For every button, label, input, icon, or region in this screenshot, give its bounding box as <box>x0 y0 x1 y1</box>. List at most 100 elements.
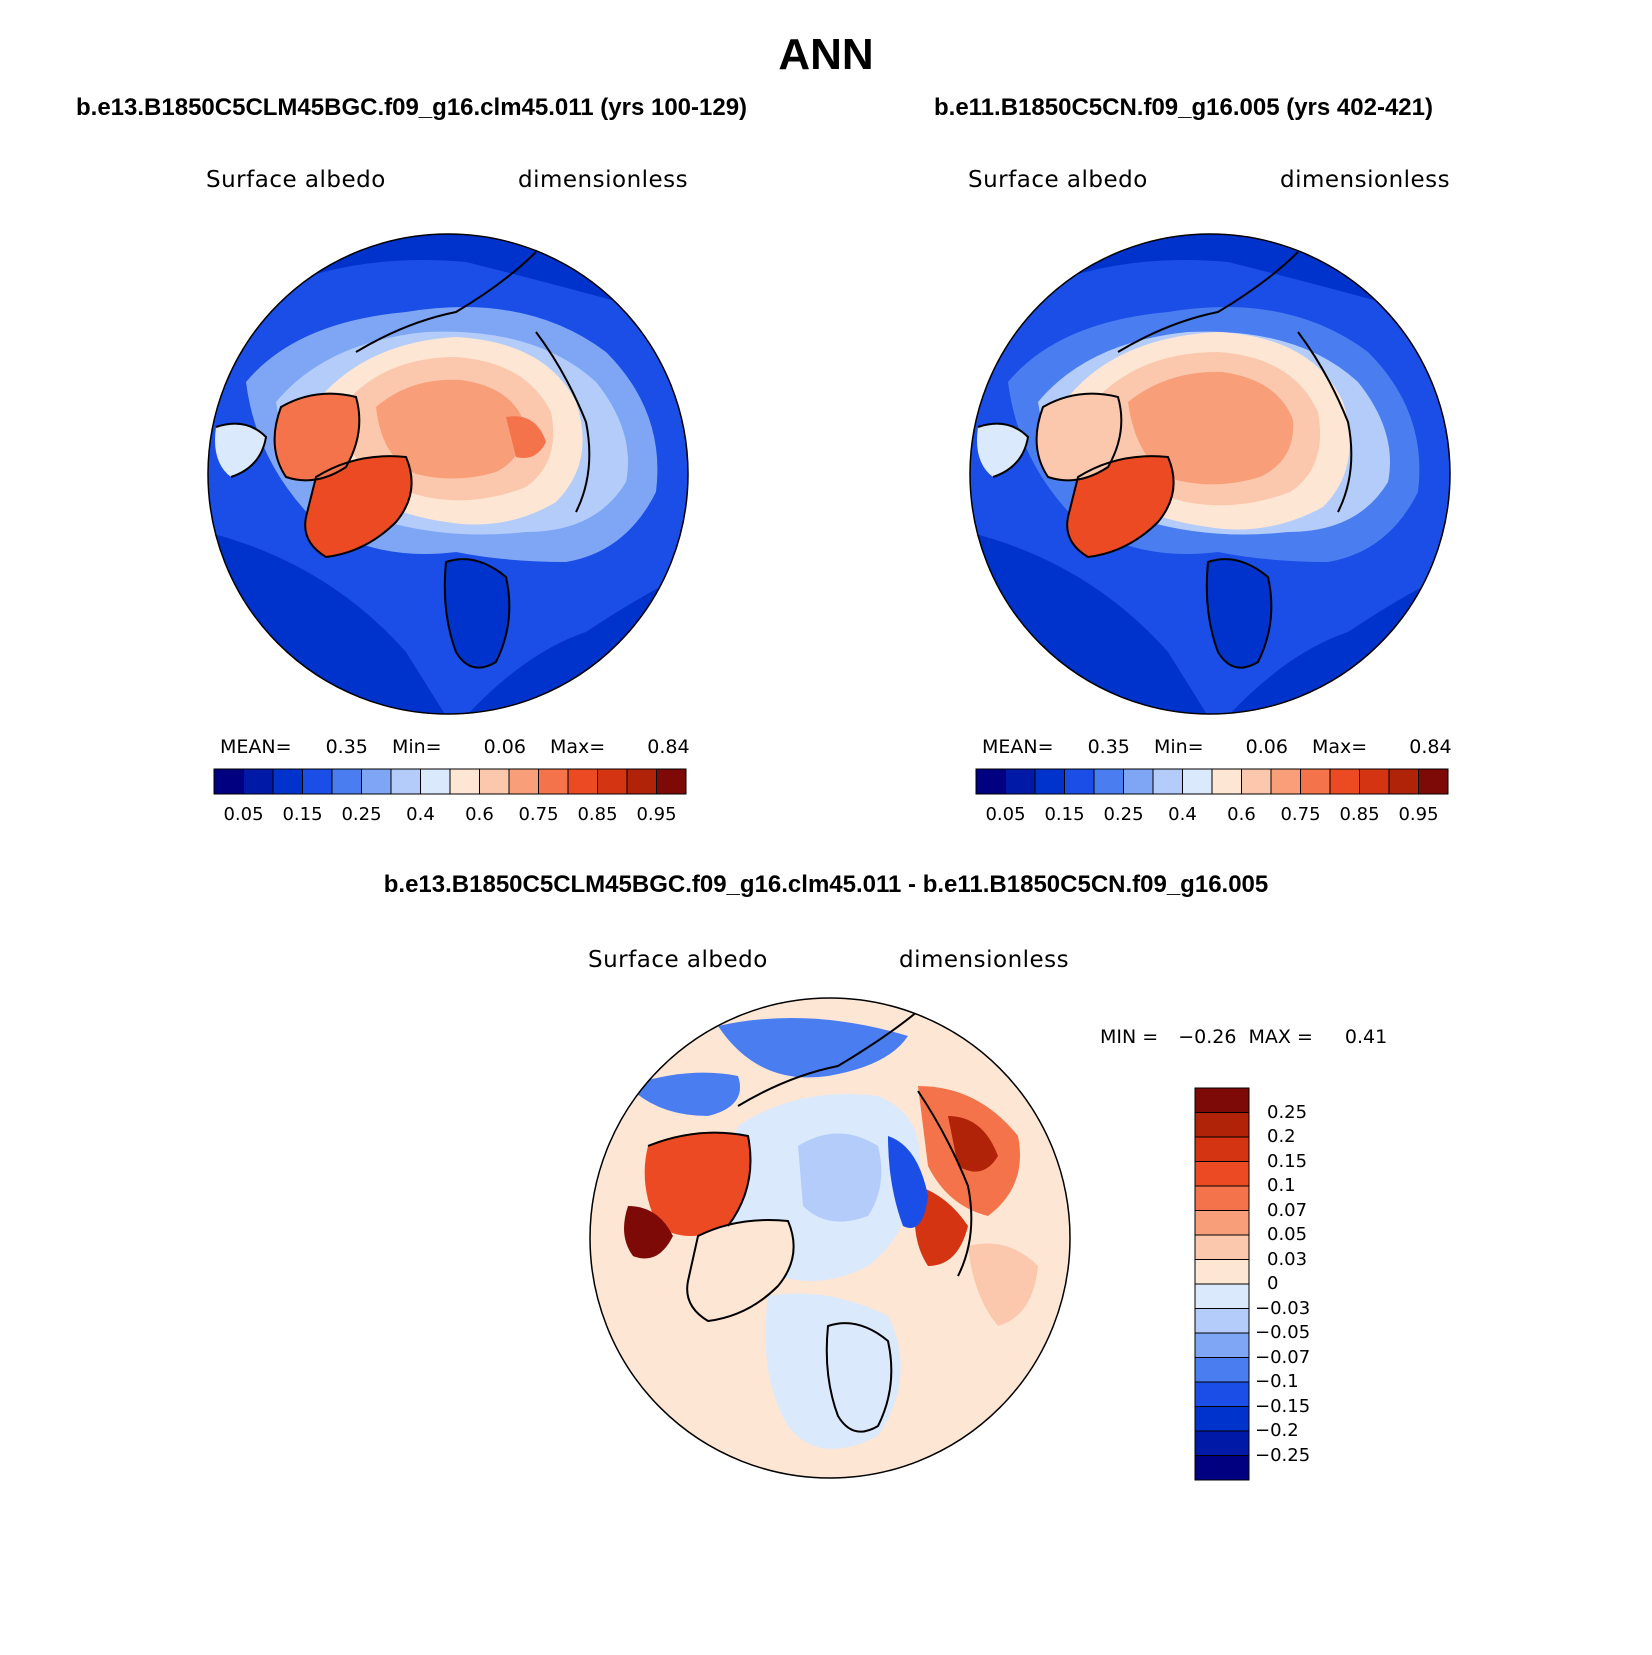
diff-siberia-east-positive <box>914 1186 968 1266</box>
diff-colorbar-tick-label: 0.03 <box>1267 1248 1308 1270</box>
panel1-case-title: b.e13.B1850C5CLM45BGC.f09_g16.clm45.011 … <box>76 94 748 121</box>
diff-atlantic-negative <box>765 1293 901 1449</box>
colorbar-swatch <box>1005 768 1036 795</box>
diff-colorbar-swatch <box>1194 1283 1250 1309</box>
colorbar-tick-label: 0.4 <box>406 804 435 825</box>
diff-colorbar-tick-label: 0.07 <box>1267 1199 1308 1221</box>
diff-siberia-core <box>948 1116 998 1172</box>
panel2-min-label: Min= <box>1153 736 1204 758</box>
diff-canada-core <box>624 1206 673 1259</box>
diff-colorbar-tick-label: 0.25 <box>1267 1101 1308 1123</box>
colorbar-swatch <box>1211 768 1242 795</box>
colorbar-swatch <box>213 768 244 795</box>
diff-colorbar-ticks: 0.25 0.2 0.15 0.1 0.07 0.05 0.03 0 −0.03 −0.05 −0.… <box>1255 1088 1345 1480</box>
diff-colorbar-tick-label: 0.2 <box>1267 1126 1296 1147</box>
colorbar-tick-label: 0.85 <box>1339 804 1380 825</box>
colorbar-tick-label: 0.05 <box>985 804 1026 825</box>
panel1-min-value: 0.06 <box>483 736 526 758</box>
diff-colorbar-swatch <box>1194 1185 1250 1211</box>
colorbar-swatch <box>626 768 657 795</box>
colorbar-swatch <box>1241 768 1272 795</box>
colorbar-swatch <box>538 768 569 795</box>
diff-polar-map <box>589 997 1071 1479</box>
diff-arctic-core-negative <box>798 1133 882 1222</box>
colorbar-swatch <box>390 768 421 795</box>
panel1-variable-label: Surface albedo <box>206 167 386 193</box>
panel2-max-label: Max= <box>1311 736 1368 758</box>
diff-colorbar-swatch <box>1194 1136 1250 1162</box>
colorbar-swatch <box>567 768 598 795</box>
colorbar-swatch <box>1182 768 1213 795</box>
panel2-colorbar <box>975 768 1449 795</box>
diff-colorbar-swatch <box>1194 1430 1250 1456</box>
colorbar-swatch <box>361 768 392 795</box>
diff-colorbar <box>1194 1087 1250 1481</box>
panel1-max-value: 0.84 <box>647 736 690 758</box>
diff-colorbar-swatch <box>1194 1112 1250 1138</box>
colorbar-tick-label: 0.95 <box>1398 804 1439 825</box>
colorbar-swatch <box>1300 768 1331 795</box>
colorbar-tick-label: 0.15 <box>282 804 323 825</box>
coastline <box>977 251 1353 669</box>
diff-min-label: MIN = <box>1100 1026 1159 1048</box>
diff-beringia-negative <box>718 1018 908 1078</box>
diff-units-label: dimensionless <box>899 947 1070 973</box>
panel2-min-value: 0.06 <box>1245 736 1288 758</box>
diff-colorbar-tick-label: −0.25 <box>1255 1444 1311 1466</box>
panel1-mean-label: MEAN= <box>220 736 292 758</box>
diff-colorbar-swatch <box>1194 1332 1250 1358</box>
panel1-units-label: dimensionless <box>518 167 689 193</box>
main-title: ANN <box>778 30 874 79</box>
diff-colorbar-swatch <box>1194 1381 1250 1407</box>
diff-canada-positive <box>644 1132 751 1236</box>
colorbar-swatch <box>1152 768 1183 795</box>
diff-colorbar-swatch <box>1194 1259 1250 1285</box>
panel2-max-value: 0.84 <box>1409 736 1452 758</box>
diff-colorbar-swatch <box>1194 1234 1250 1260</box>
colorbar-tick-label: 0.15 <box>1044 804 1085 825</box>
diff-ne-positive-patch <box>968 1243 1038 1326</box>
diff-colorbar-tick-label: 0 <box>1267 1273 1279 1294</box>
panel2-polar-map <box>969 233 1451 715</box>
panel1-mean-value: 0.35 <box>325 736 368 758</box>
diff-colorbar-tick-label: 0.05 <box>1267 1224 1308 1245</box>
panel2-colorbar-ticks: 0.05 0.15 0.25 0.4 0.6 0.75 0.85 0.95 <box>976 804 1448 828</box>
diff-colorbar-swatch <box>1194 1455 1250 1481</box>
colorbar-tick-label: 0.95 <box>636 804 677 825</box>
colorbar-swatch <box>302 768 333 795</box>
colorbar-tick-label: 0.05 <box>223 804 264 825</box>
colorbar-swatch <box>1270 768 1301 795</box>
diff-coastline <box>647 1010 973 1433</box>
colorbar-swatch <box>1329 768 1360 795</box>
diff-colorbar-swatch <box>1194 1161 1250 1187</box>
colorbar-tick-label: 0.85 <box>577 804 618 825</box>
colorbar-swatch <box>331 768 362 795</box>
colorbar-tick-label: 0.6 <box>465 804 494 825</box>
colorbar-tick-label: 0.6 <box>1227 804 1256 825</box>
colorbar-swatch <box>1388 768 1419 795</box>
diff-alaska-negative <box>628 1072 740 1116</box>
colorbar-swatch <box>272 768 303 795</box>
diff-variable-label: Surface albedo <box>588 947 768 973</box>
diff-colorbar-swatch <box>1194 1406 1250 1432</box>
panel1-min-label: Min= <box>391 736 442 758</box>
hudson-bay <box>215 423 266 477</box>
diff-siberia-negative-band <box>888 1136 928 1228</box>
arctic-sea-ice-core <box>376 379 525 479</box>
diff-colorbar-tick-label: 0.15 <box>1267 1150 1308 1172</box>
diff-colorbar-tick-label: −0.15 <box>1255 1395 1311 1417</box>
panel2-mean-value: 0.35 <box>1087 736 1130 758</box>
colorbar-tick-label: 0.4 <box>1168 804 1197 825</box>
panel1-stats: MEAN= 0.35 Min= 0.06 Max= 0.84 <box>220 736 690 758</box>
panel2-variable-label: Surface albedo <box>968 167 1148 193</box>
diff-colorbar-tick-label: −0.07 <box>1255 1346 1311 1368</box>
panel2-case-title: b.e11.B1850C5CN.f09_g16.005 (yrs 402-421… <box>934 94 1433 121</box>
diff-colorbar-tick-label: −0.03 <box>1255 1297 1311 1319</box>
panel1-colorbar <box>213 768 687 795</box>
colorbar-swatch <box>508 768 539 795</box>
diff-stats: MIN = −0.26 MAX = 0.41 <box>1100 1026 1387 1048</box>
coastline <box>215 251 591 669</box>
diff-max-label: MAX = <box>1248 1026 1313 1048</box>
diff-colorbar-tick-label: −0.1 <box>1255 1371 1299 1392</box>
colorbar-tick-label: 0.25 <box>341 804 382 825</box>
